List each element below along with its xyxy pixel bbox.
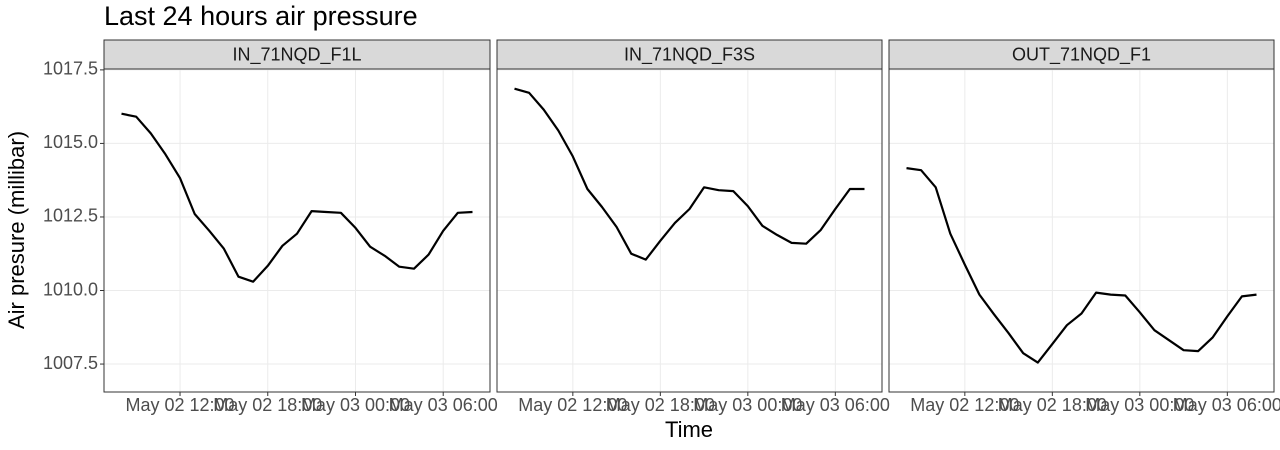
y-axis-label: Air presure (millibar) <box>4 131 29 329</box>
y-tick-label: 1012.5 <box>43 206 98 226</box>
line <box>514 87 865 261</box>
strip <box>888 39 1275 70</box>
x-tick-label: May 03 06:00 <box>1173 395 1280 415</box>
strip-label: IN_71NQD_F3S <box>624 44 755 65</box>
chart-title: Last 24 hours air pressure <box>104 1 418 31</box>
x-tick-label: May 03 00:00 <box>301 395 410 415</box>
x-tick-label: May 02 18:00 <box>606 395 715 415</box>
x-tick-label: May 02 18:00 <box>998 395 1107 415</box>
x-tick-label: May 03 00:00 <box>693 395 802 415</box>
line <box>906 167 1257 364</box>
y-tick-label: 1015.0 <box>43 132 98 152</box>
line <box>121 112 473 283</box>
x-tick-label: May 02 12:00 <box>910 395 1019 415</box>
panel-background <box>889 69 1274 392</box>
x-tick-label: May 03 00:00 <box>1085 395 1194 415</box>
x-tick-label: May 03 06:00 <box>389 395 498 415</box>
y-tick-label: 1010.0 <box>43 279 98 299</box>
y-tick-label: 1007.5 <box>43 353 98 373</box>
panel-background <box>104 69 490 392</box>
x-axis-label: Time <box>665 417 713 442</box>
panel-background <box>497 69 882 392</box>
strip-label: OUT_71NQD_F1 <box>1012 44 1151 65</box>
y-tick-label: 1017.5 <box>43 59 98 79</box>
strip <box>496 39 883 70</box>
x-tick-label: May 03 06:00 <box>781 395 890 415</box>
strip-label: IN_71NQD_F1L <box>232 44 361 65</box>
x-tick-label: May 02 12:00 <box>518 395 627 415</box>
x-tick-label: May 02 18:00 <box>213 395 322 415</box>
x-tick-label: May 02 12:00 <box>125 395 234 415</box>
strip <box>103 39 491 70</box>
